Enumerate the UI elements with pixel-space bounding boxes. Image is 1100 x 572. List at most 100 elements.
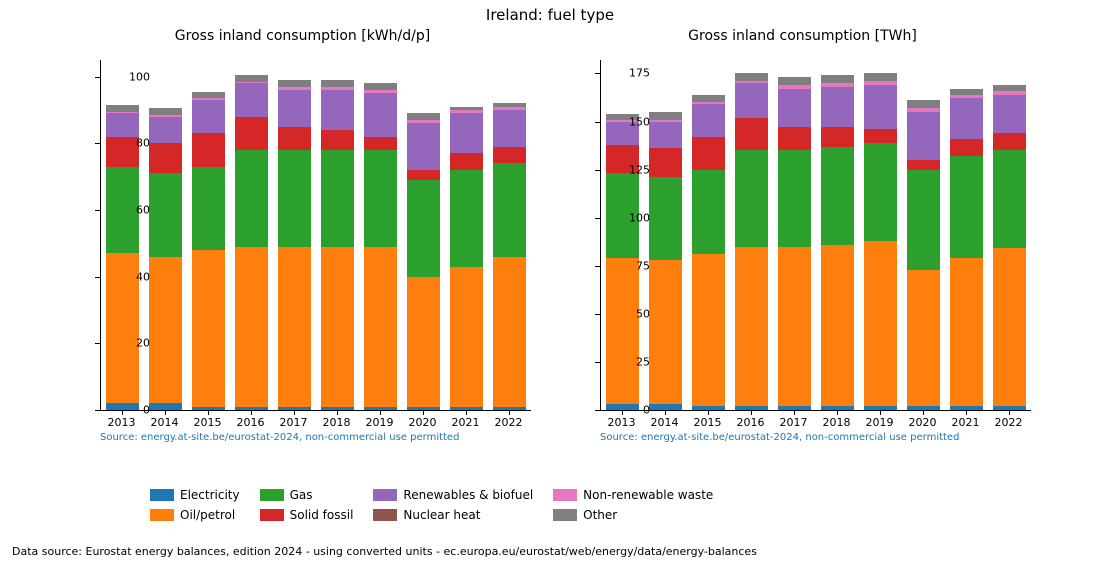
bar-segment-other	[450, 107, 482, 110]
bar-segment-oil	[950, 258, 982, 406]
bar-segment-gas	[493, 163, 525, 256]
bar-group	[407, 60, 439, 410]
ytick-mark	[95, 410, 100, 411]
ytick-label: 175	[610, 67, 650, 80]
legend-label: Non-renewable waste	[583, 488, 713, 502]
bar-segment-electricity	[821, 406, 853, 410]
xtick-mark	[880, 410, 881, 415]
legend-item-other: Other	[553, 505, 713, 525]
legend-swatch	[373, 509, 397, 521]
legend-swatch	[553, 489, 577, 501]
bar-segment-waste	[106, 112, 138, 114]
bar-segment-gas	[692, 170, 724, 255]
bar-segment-oil	[735, 247, 767, 407]
bar-segment-waste	[649, 120, 681, 122]
xtick-mark	[423, 410, 424, 415]
bar-segment-renewables	[450, 113, 482, 153]
bar-segment-renewables	[149, 117, 181, 144]
legend-swatch	[553, 509, 577, 521]
ytick-mark	[595, 218, 600, 219]
bar-segment-gas	[364, 150, 396, 247]
bar-segment-solid_fossil	[278, 127, 310, 150]
data-source-footer: Data source: Eurostat energy balances, e…	[12, 545, 757, 558]
bar-segment-oil	[235, 247, 267, 407]
bar-group	[149, 60, 181, 410]
bar-segment-gas	[321, 150, 353, 247]
bar-segment-waste	[278, 87, 310, 90]
bar-segment-solid_fossil	[235, 117, 267, 150]
xtick-mark	[837, 410, 838, 415]
xtick-mark	[751, 410, 752, 415]
bar-segment-other	[149, 108, 181, 115]
bar-segment-gas	[649, 177, 681, 260]
xtick-mark	[665, 410, 666, 415]
xtick-label: 2018	[323, 416, 351, 429]
xtick-mark	[923, 410, 924, 415]
xtick-label: 2022	[995, 416, 1023, 429]
bar-segment-solid_fossil	[450, 153, 482, 170]
xtick-mark	[208, 410, 209, 415]
ytick-mark	[95, 77, 100, 78]
bar-group	[735, 60, 767, 410]
bar-segment-solid_fossil	[493, 147, 525, 164]
bar-segment-renewables	[407, 123, 439, 170]
bar-segment-solid_fossil	[993, 133, 1025, 150]
bar-segment-other	[907, 100, 939, 108]
bar-segment-oil	[778, 247, 810, 407]
panel-title: Gross inland consumption [kWh/d/p]	[60, 28, 545, 44]
bar-segment-solid_fossil	[649, 148, 681, 177]
ytick-mark	[95, 277, 100, 278]
bar-segment-renewables	[235, 83, 267, 116]
bar-segment-oil	[493, 257, 525, 407]
legend-label: Electricity	[180, 488, 240, 502]
xtick-label: 2016	[737, 416, 765, 429]
bar-segment-renewables	[321, 90, 353, 130]
bar-segment-renewables	[192, 100, 224, 133]
bar-segment-gas	[235, 150, 267, 247]
bar-segment-waste	[993, 91, 1025, 95]
ytick-label: 40	[110, 270, 150, 283]
ytick-label: 100	[610, 211, 650, 224]
bar-segment-renewables	[278, 90, 310, 127]
bar-segment-electricity	[149, 403, 181, 410]
legend-swatch	[373, 489, 397, 501]
bar-segment-electricity	[993, 406, 1025, 410]
bar-segment-electricity	[278, 407, 310, 410]
ytick-mark	[95, 343, 100, 344]
bar-group	[450, 60, 482, 410]
bar-segment-waste	[407, 120, 439, 123]
bar-segment-oil	[649, 260, 681, 404]
bar-segment-solid_fossil	[864, 129, 896, 142]
bar-group	[950, 60, 982, 410]
bar-segment-other	[778, 77, 810, 85]
legend-swatch	[260, 509, 284, 521]
bar-segment-electricity	[321, 407, 353, 410]
bar-segment-renewables	[993, 95, 1025, 133]
ytick-mark	[595, 314, 600, 315]
bar-segment-renewables	[821, 87, 853, 127]
bar-segment-waste	[907, 108, 939, 112]
ytick-label: 0	[610, 404, 650, 417]
bar-segment-oil	[192, 250, 224, 407]
ytick-label: 125	[610, 163, 650, 176]
xtick-label: 2016	[237, 416, 265, 429]
xtick-label: 2019	[866, 416, 894, 429]
bar-segment-renewables	[649, 122, 681, 149]
figure-suptitle: Ireland: fuel type	[0, 6, 1100, 24]
bar-segment-oil	[864, 241, 896, 406]
bar-group	[778, 60, 810, 410]
legend-label: Solid fossil	[290, 508, 354, 522]
legend-item-electricity: Electricity	[150, 485, 240, 505]
bar-segment-gas	[993, 150, 1025, 248]
bar-segment-other	[735, 73, 767, 81]
bar-segment-gas	[149, 173, 181, 256]
bar-segment-other	[950, 89, 982, 95]
xtick-mark	[466, 410, 467, 415]
ytick-mark	[595, 122, 600, 123]
ytick-label: 25	[610, 355, 650, 368]
bar-segment-oil	[821, 245, 853, 407]
bar-segment-waste	[493, 107, 525, 110]
legend-column: ElectricityOil/petrol	[150, 485, 240, 525]
panel-left: Gross inland consumption [kWh/d/p]020406…	[60, 50, 545, 450]
legend-swatch	[150, 489, 174, 501]
